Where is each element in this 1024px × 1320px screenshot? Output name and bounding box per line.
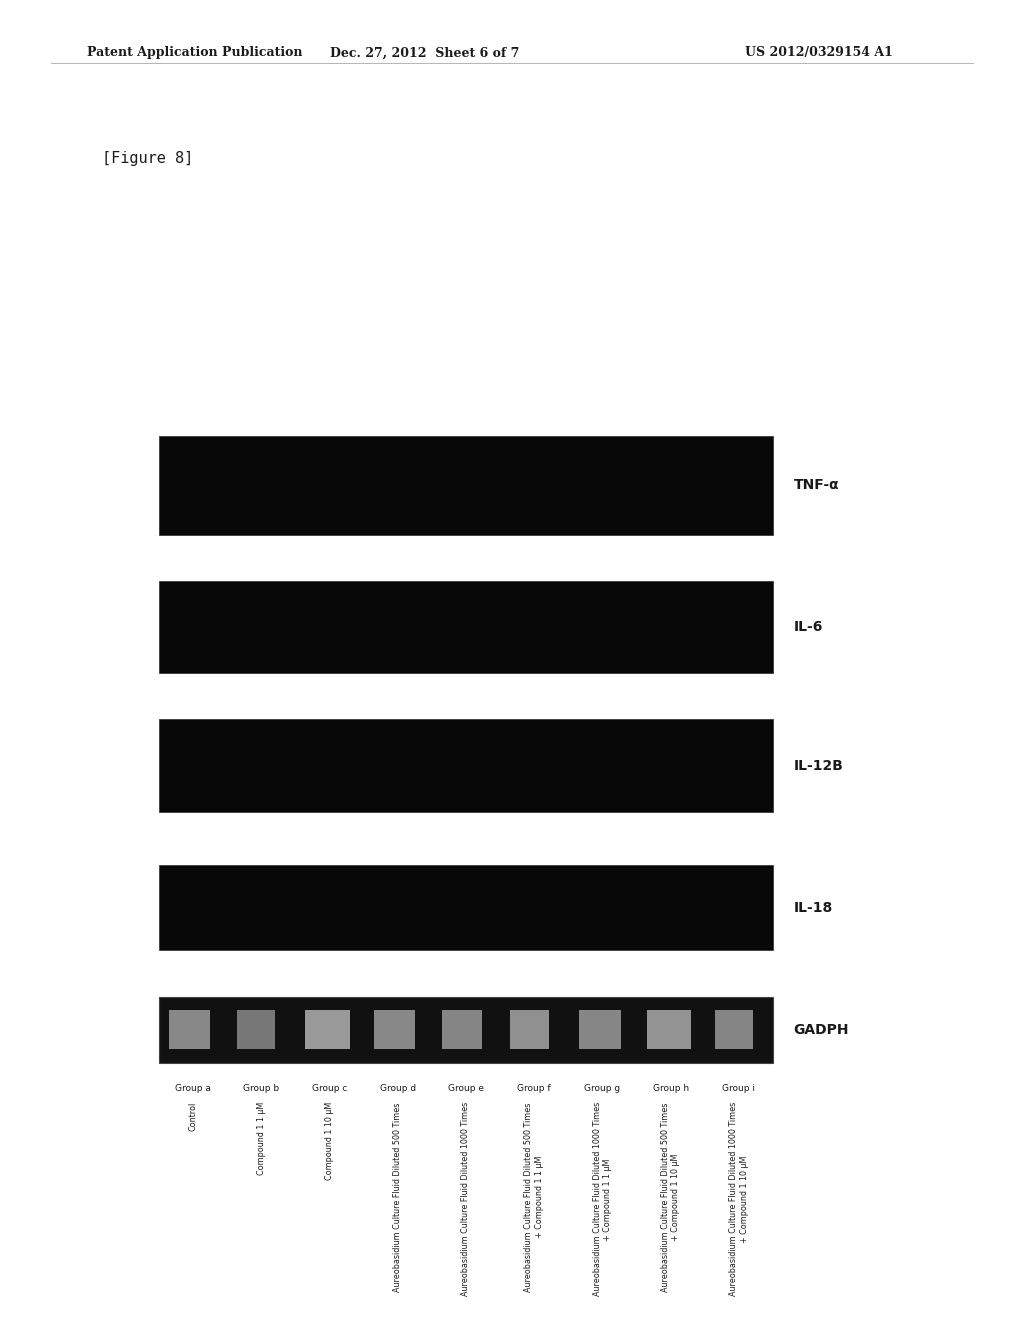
Text: Compound 1 1 μM: Compound 1 1 μM xyxy=(257,1102,265,1175)
Text: Group i: Group i xyxy=(723,1084,756,1093)
Bar xyxy=(510,1010,549,1049)
Text: Group e: Group e xyxy=(447,1084,484,1093)
Bar xyxy=(159,719,773,812)
Text: Aureobasidium Culture Fluid Diluted 500 Times
+ Compound 1 1 μM: Aureobasidium Culture Fluid Diluted 500 … xyxy=(524,1102,544,1291)
Text: Group h: Group h xyxy=(652,1084,689,1093)
Text: IL-6: IL-6 xyxy=(794,620,823,634)
Text: Aureobasidium Culture Fluid Diluted 1000 Times
+ Compound 1 10 μM: Aureobasidium Culture Fluid Diluted 1000… xyxy=(729,1102,749,1296)
Text: Aureobasidium Culture Fluid Diluted 500 Times: Aureobasidium Culture Fluid Diluted 500 … xyxy=(393,1102,402,1291)
Bar xyxy=(442,1010,481,1049)
Text: Patent Application Publication: Patent Application Publication xyxy=(87,46,302,59)
Text: Aureobasidium Culture Fluid Diluted 500 Times
+ Compound 1 10 μM: Aureobasidium Culture Fluid Diluted 500 … xyxy=(662,1102,680,1291)
Text: IL-18: IL-18 xyxy=(794,900,833,915)
Text: GADPH: GADPH xyxy=(794,1023,849,1036)
Text: IL-12B: IL-12B xyxy=(794,759,844,772)
Text: Control: Control xyxy=(188,1102,198,1131)
Text: Aureobasidium Culture Fluid Diluted 1000 Times
+ Compound 1 1 μM: Aureobasidium Culture Fluid Diluted 1000… xyxy=(593,1102,612,1296)
Bar xyxy=(305,1010,350,1049)
Bar xyxy=(647,1010,690,1049)
Bar xyxy=(579,1010,621,1049)
Bar xyxy=(169,1010,210,1049)
Bar xyxy=(159,581,773,673)
Text: Group g: Group g xyxy=(585,1084,621,1093)
Text: Aureobasidium Culture Fluid Diluted 1000 Times: Aureobasidium Culture Fluid Diluted 1000… xyxy=(462,1102,470,1296)
Text: Group b: Group b xyxy=(243,1084,280,1093)
Text: Dec. 27, 2012  Sheet 6 of 7: Dec. 27, 2012 Sheet 6 of 7 xyxy=(331,46,519,59)
Bar xyxy=(159,436,773,535)
Text: Group f: Group f xyxy=(517,1084,551,1093)
Text: Group c: Group c xyxy=(311,1084,347,1093)
Bar xyxy=(238,1010,274,1049)
Text: Group a: Group a xyxy=(175,1084,211,1093)
Bar xyxy=(159,865,773,950)
Text: US 2012/0329154 A1: US 2012/0329154 A1 xyxy=(745,46,893,59)
Text: TNF-α: TNF-α xyxy=(794,478,840,492)
Text: Compound 1 10 μM: Compound 1 10 μM xyxy=(325,1102,334,1180)
Text: [Figure 8]: [Figure 8] xyxy=(102,150,194,166)
Bar xyxy=(374,1010,415,1049)
Bar xyxy=(159,997,773,1063)
Bar xyxy=(715,1010,753,1049)
Text: Group d: Group d xyxy=(380,1084,416,1093)
